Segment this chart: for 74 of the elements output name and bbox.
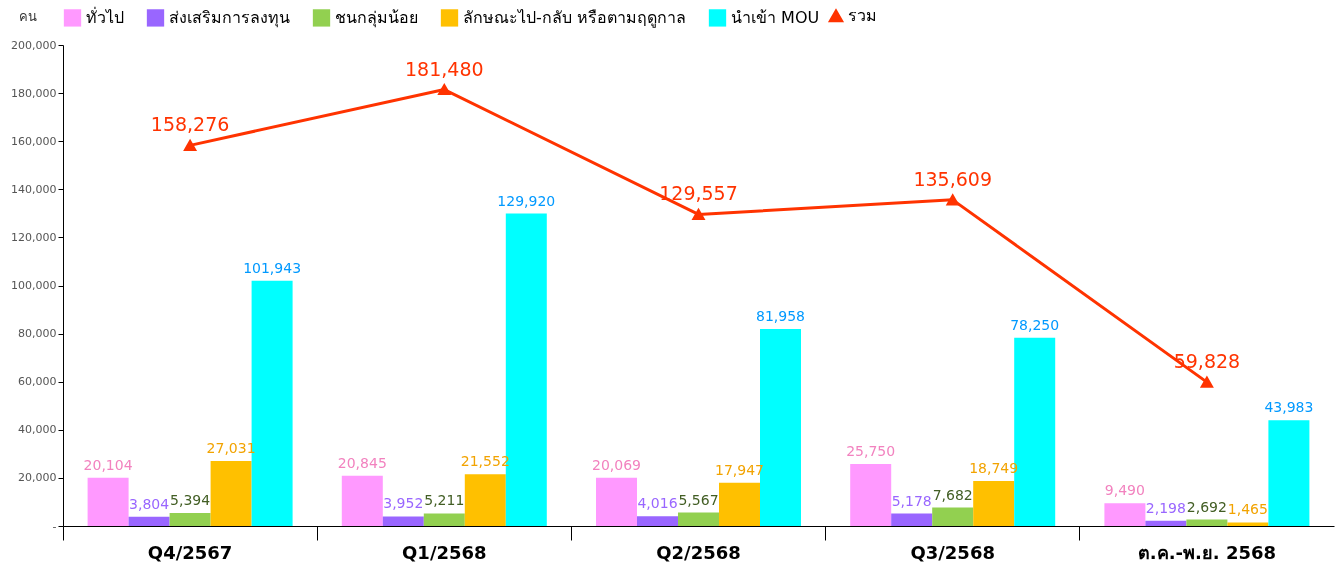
x-tick-label: ต.ค.-พ.ย. 2568 (1137, 541, 1276, 563)
bar (1268, 420, 1310, 526)
x-tick-label: Q1/2568 (402, 541, 487, 563)
bar (128, 516, 170, 526)
bar (169, 513, 211, 526)
point (1200, 376, 1214, 388)
bar (1104, 503, 1146, 526)
bar (973, 480, 1015, 526)
bar (1145, 520, 1187, 526)
y-tick-label: 100,000 (11, 279, 57, 292)
x-tick-label: Q3/2568 (910, 541, 995, 563)
data-label: 2,692 (1186, 498, 1227, 515)
point (946, 194, 959, 206)
bar (1227, 522, 1269, 526)
data-label: 4,016 (637, 495, 678, 512)
data-label: 78,250 (1010, 316, 1060, 333)
bar (719, 482, 760, 526)
bar (423, 513, 465, 526)
legend-label: ชนกลุ่มน้อย (335, 7, 418, 28)
x-tick-label: Q2/2568 (656, 541, 741, 563)
point (692, 208, 705, 220)
y-tick-label: 180,000 (11, 86, 57, 100)
y-tick-label: 200,000 (11, 38, 57, 52)
data-label: 43,983 (1264, 399, 1314, 416)
y-tick-label: 140,000 (11, 182, 57, 196)
y-tick-label: 60,000 (18, 375, 57, 389)
bar (210, 460, 252, 526)
bar (678, 512, 719, 526)
data-label: 3,804 (129, 495, 170, 512)
legend-label: ทั่วไป (86, 5, 124, 27)
bar (932, 507, 974, 526)
legend-label: รวม (848, 6, 877, 25)
y-tick-label: 80,000 (18, 327, 57, 341)
y-axis-title: คน (18, 8, 37, 24)
bar (464, 474, 506, 526)
y-tick-label: - (52, 519, 57, 533)
y-tick-label: 160,000 (11, 134, 57, 148)
data-label: 25,750 (846, 443, 896, 460)
legend-label: ส่งเสริมการลงทุน (169, 7, 290, 28)
y-tick-label: 40,000 (18, 423, 57, 437)
legend-label: นำเข้า MOU (731, 7, 820, 27)
data-label: 101,943 (243, 259, 302, 276)
data-label: 9,490 (1104, 482, 1145, 499)
point (438, 84, 451, 96)
data-label: 5,567 (678, 491, 719, 508)
data-label: 3,952 (383, 495, 424, 512)
bar (850, 464, 892, 526)
data-label: 81,958 (756, 307, 805, 324)
y-tick-label: 120,000 (11, 230, 57, 244)
data-label: 129,557 (659, 182, 738, 205)
y-tick-label: 20,000 (18, 471, 57, 485)
data-label: 2,198 (1145, 499, 1186, 516)
data-label: 5,394 (170, 492, 211, 509)
bar (1186, 519, 1228, 526)
bar (87, 477, 129, 526)
data-label: 5,211 (424, 492, 465, 509)
data-label: 20,845 (337, 454, 387, 471)
data-label: 129,920 (497, 192, 556, 209)
data-label: 1,465 (1227, 501, 1268, 518)
bar (596, 477, 637, 526)
bar (637, 516, 678, 526)
data-label: 5,178 (891, 492, 932, 509)
data-label: 20,069 (592, 456, 641, 473)
bar (891, 513, 933, 526)
data-label: 20,104 (83, 456, 133, 473)
data-label: 158,276 (150, 113, 230, 136)
data-label: 7,682 (932, 486, 973, 503)
x-tick-label: Q4/2567 (147, 541, 233, 563)
data-label: 135,609 (913, 167, 992, 190)
bar (341, 475, 383, 526)
legend-label: ลักษณะไป-กลับ หรือตามฤดูกาล (463, 7, 686, 28)
data-label: 181,480 (405, 57, 484, 80)
point (183, 139, 197, 151)
bar (382, 516, 424, 526)
